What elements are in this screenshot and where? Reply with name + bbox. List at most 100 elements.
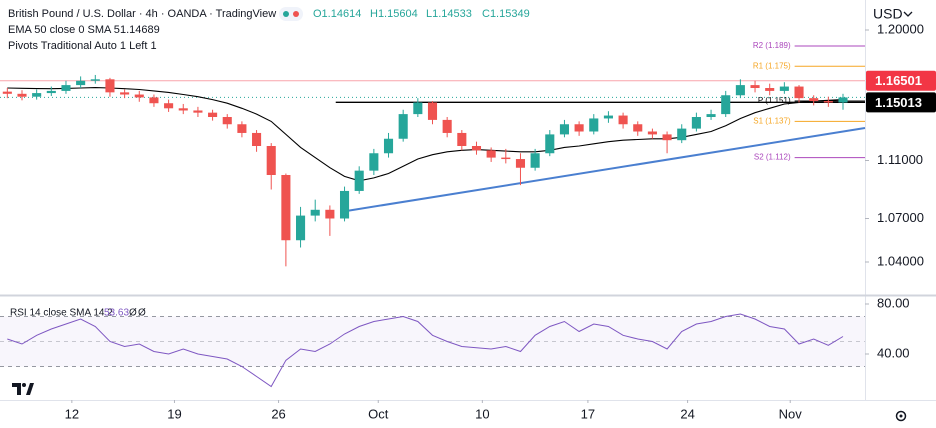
x-tick-label: Nov	[779, 406, 803, 421]
candle-body	[149, 97, 159, 104]
candle-body	[61, 85, 71, 91]
candle-body	[735, 85, 745, 96]
candle-body	[325, 209, 335, 219]
candle-body	[90, 79, 100, 81]
candle-body	[779, 86, 789, 91]
x-tick-label: Oct	[368, 406, 389, 421]
candle-body	[647, 131, 657, 135]
candle-body	[765, 88, 775, 91]
currency-dropdown[interactable]	[903, 11, 913, 17]
symbol-title: British Pound / U.S. Dollar · 4h · OANDA…	[8, 8, 276, 20]
candle-body	[413, 102, 423, 115]
ema-value: 1.14689	[120, 24, 160, 36]
candle-body	[574, 124, 584, 132]
ohlc-open: O1.14614	[313, 8, 361, 20]
price-label: 1.15013	[875, 95, 922, 110]
rsi-value: 53.63	[104, 308, 129, 319]
candle-body	[76, 80, 86, 86]
pivots-legend: Pivots Traditional Auto 1 Left 1	[8, 40, 157, 52]
x-tick-label: 12	[65, 406, 79, 421]
plot-layer: 1.20000 1.11000 1.07000 1.04000 12 19 26 Oct 10 1…	[0, 21, 936, 421]
status-dot	[283, 11, 289, 17]
status-pill	[279, 7, 303, 21]
candle-body	[471, 146, 482, 151]
candle-body	[545, 134, 555, 154]
rsi-legend: RSI 14 close SMA 14 2	[10, 308, 113, 319]
candle-body	[46, 90, 56, 94]
candle-body	[618, 115, 628, 125]
x-tick-label: 17	[581, 406, 595, 421]
candle-body	[530, 153, 540, 168]
ema-line	[7, 87, 844, 182]
ohlc-high: H1.15604	[370, 8, 418, 20]
candle-body	[32, 93, 42, 97]
x-tick-label: 10	[475, 406, 489, 421]
candle-body	[266, 146, 276, 175]
candle-body	[633, 124, 643, 132]
candle-body	[164, 103, 174, 109]
candle-body	[354, 170, 364, 191]
candle-body	[178, 108, 188, 111]
rsi-y-tick-label: 40.00	[877, 345, 910, 360]
status-dot	[293, 11, 299, 17]
candle-body	[691, 117, 701, 129]
candle-body	[809, 98, 819, 102]
pivot-label: S2 (1.112)	[754, 153, 791, 162]
ohlc-low: L1.14533	[426, 8, 472, 20]
rsi-line	[7, 313, 844, 388]
candle-body	[794, 86, 804, 99]
pivot-label: R2 (1.189)	[753, 41, 791, 50]
y-tick-label: 1.04000	[877, 253, 924, 268]
candle-body	[369, 153, 379, 171]
candle-body	[589, 118, 599, 132]
candle-body	[120, 92, 130, 95]
price-label-box	[866, 92, 936, 113]
ema-legend: EMA 50 close 0 SMA 5	[8, 24, 120, 36]
rsi-y-tick-label: 80.00	[877, 295, 910, 310]
candle-body	[559, 124, 569, 135]
y-tick-label: 1.11000	[877, 152, 923, 167]
candle-body	[750, 85, 760, 89]
candle-body	[383, 138, 394, 154]
x-tick-label: 26	[271, 406, 285, 421]
candle-body	[442, 119, 452, 133]
candle-body	[193, 110, 203, 113]
candle-body	[838, 97, 848, 103]
pivot-label: R1 (1.175)	[753, 61, 791, 70]
candle-body	[222, 117, 232, 125]
tv-logo	[12, 383, 34, 395]
rsi-flag: Ø	[129, 308, 137, 319]
candle-body	[823, 101, 833, 103]
candle-body	[134, 94, 144, 98]
candle-body	[310, 209, 320, 216]
candle-body	[603, 115, 613, 119]
settings-gear[interactable]	[895, 410, 907, 422]
candle-body	[17, 93, 27, 97]
candle-body	[721, 95, 731, 115]
candle-body	[237, 124, 247, 133]
candle-body	[486, 150, 496, 158]
y-tick-label: 1.07000	[877, 210, 924, 225]
ohlc-close: C1.15349	[482, 8, 530, 20]
candle-body	[501, 157, 511, 160]
candle-body	[105, 79, 115, 93]
pivot-label: P (1.151)	[758, 96, 791, 105]
price-label: 1.16501	[875, 73, 922, 88]
candle-body	[2, 91, 12, 94]
currency-label[interactable]: USD	[873, 6, 903, 22]
candle-body	[662, 134, 672, 141]
price-label-box	[866, 70, 936, 91]
candle-body	[252, 132, 262, 146]
candle-body	[677, 128, 687, 141]
candle-body	[398, 114, 408, 139]
candle-body	[208, 112, 218, 118]
rsi-flag: Ø	[138, 308, 146, 319]
candle-body	[281, 174, 291, 241]
pivot-label: S1 (1.137)	[753, 116, 791, 125]
y-tick-label: 1.20000	[877, 21, 924, 36]
candle-body	[457, 132, 467, 146]
candle-body	[427, 102, 438, 120]
candle-body	[515, 159, 526, 168]
